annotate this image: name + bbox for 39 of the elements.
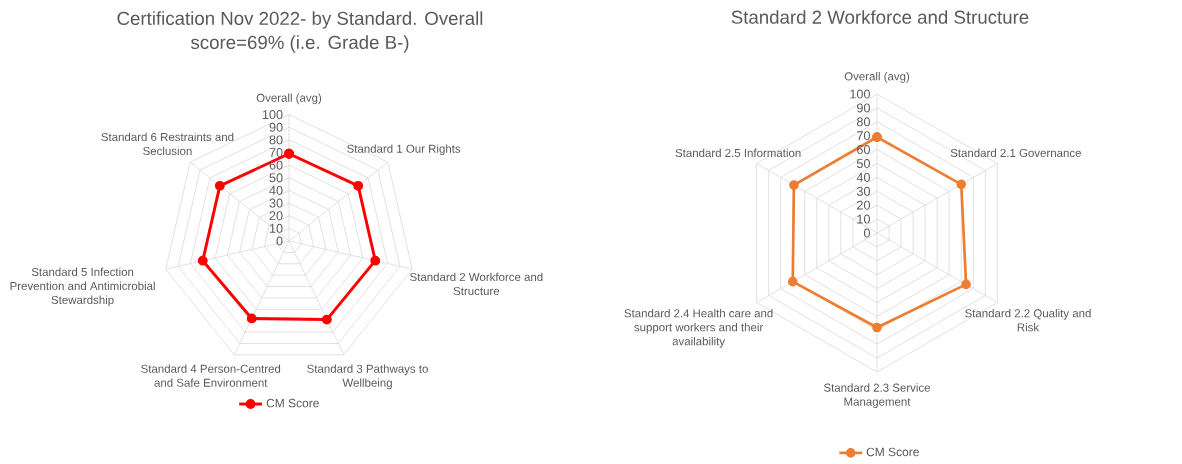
y-tick-label: 30: [856, 186, 870, 196]
legend-label: CM Score: [266, 398, 319, 408]
y-tick-label: 100: [850, 89, 870, 99]
spoke-label: Standard 5 Infection Prevention and Antimicrobial Stewardship: [10, 267, 155, 307]
y-tick-label: 80: [856, 117, 870, 127]
y-tick-label: 70: [269, 148, 283, 157]
spoke-label: Standard 2.3 Service Management: [823, 383, 930, 409]
y-tick-label: 20: [269, 211, 283, 221]
y-tick-label: 40: [269, 185, 283, 195]
y-tick-label: 60: [857, 145, 870, 155]
y-tick-label: 0: [863, 228, 870, 238]
y-tick-label: 70: [857, 131, 870, 141]
y-tick-label: 90: [856, 103, 870, 113]
y-tick-label: 20: [857, 200, 870, 210]
y-tick-label: 60: [269, 160, 283, 170]
y-tick-label: 100: [262, 110, 283, 120]
spoke-label: Standard 2.2 Quality and Risk: [965, 308, 1091, 332]
chart-title: Standard 2 Workforce and Structure: [731, 10, 1029, 24]
spoke-label: Overall (avg): [256, 93, 322, 105]
spoke-label: Standard 1 Our Rights: [347, 144, 461, 156]
spoke-label: Standard 6 Restraints and Seclusion: [101, 132, 234, 156]
y-tick-label: 0: [276, 236, 283, 246]
spoke-label: Standard 3 Pathways to Wellbeing: [307, 364, 428, 390]
y-tick-label: 10: [269, 223, 283, 233]
y-tick-label: 50: [269, 173, 283, 183]
y-tick-label: 90: [269, 122, 283, 132]
y-tick-label: 10: [857, 214, 870, 224]
spoke-label: Standard 2.1 Governance: [950, 148, 1081, 158]
spoke-label: Standard 2.5 Information: [675, 148, 801, 158]
spoke-label: Standard 2.4 Health care and support workers and their availability: [624, 308, 773, 348]
y-tick-label: 80: [269, 135, 283, 145]
spoke-label: Overall (avg): [844, 71, 910, 83]
y-tick-label: 30: [269, 198, 283, 208]
chart-title: Certification Nov 2022- by Standard. Overall score=69% (i.e. Grade B-): [117, 11, 483, 53]
spoke-label: Standard 2 Workforce and Structure: [410, 272, 543, 296]
spoke-label: Standard 4 Person-Centred and Safe Environment: [141, 364, 281, 387]
y-tick-label: 40: [856, 172, 870, 182]
legend-label: CM Score: [866, 447, 919, 457]
y-tick-label: 50: [856, 159, 870, 168]
